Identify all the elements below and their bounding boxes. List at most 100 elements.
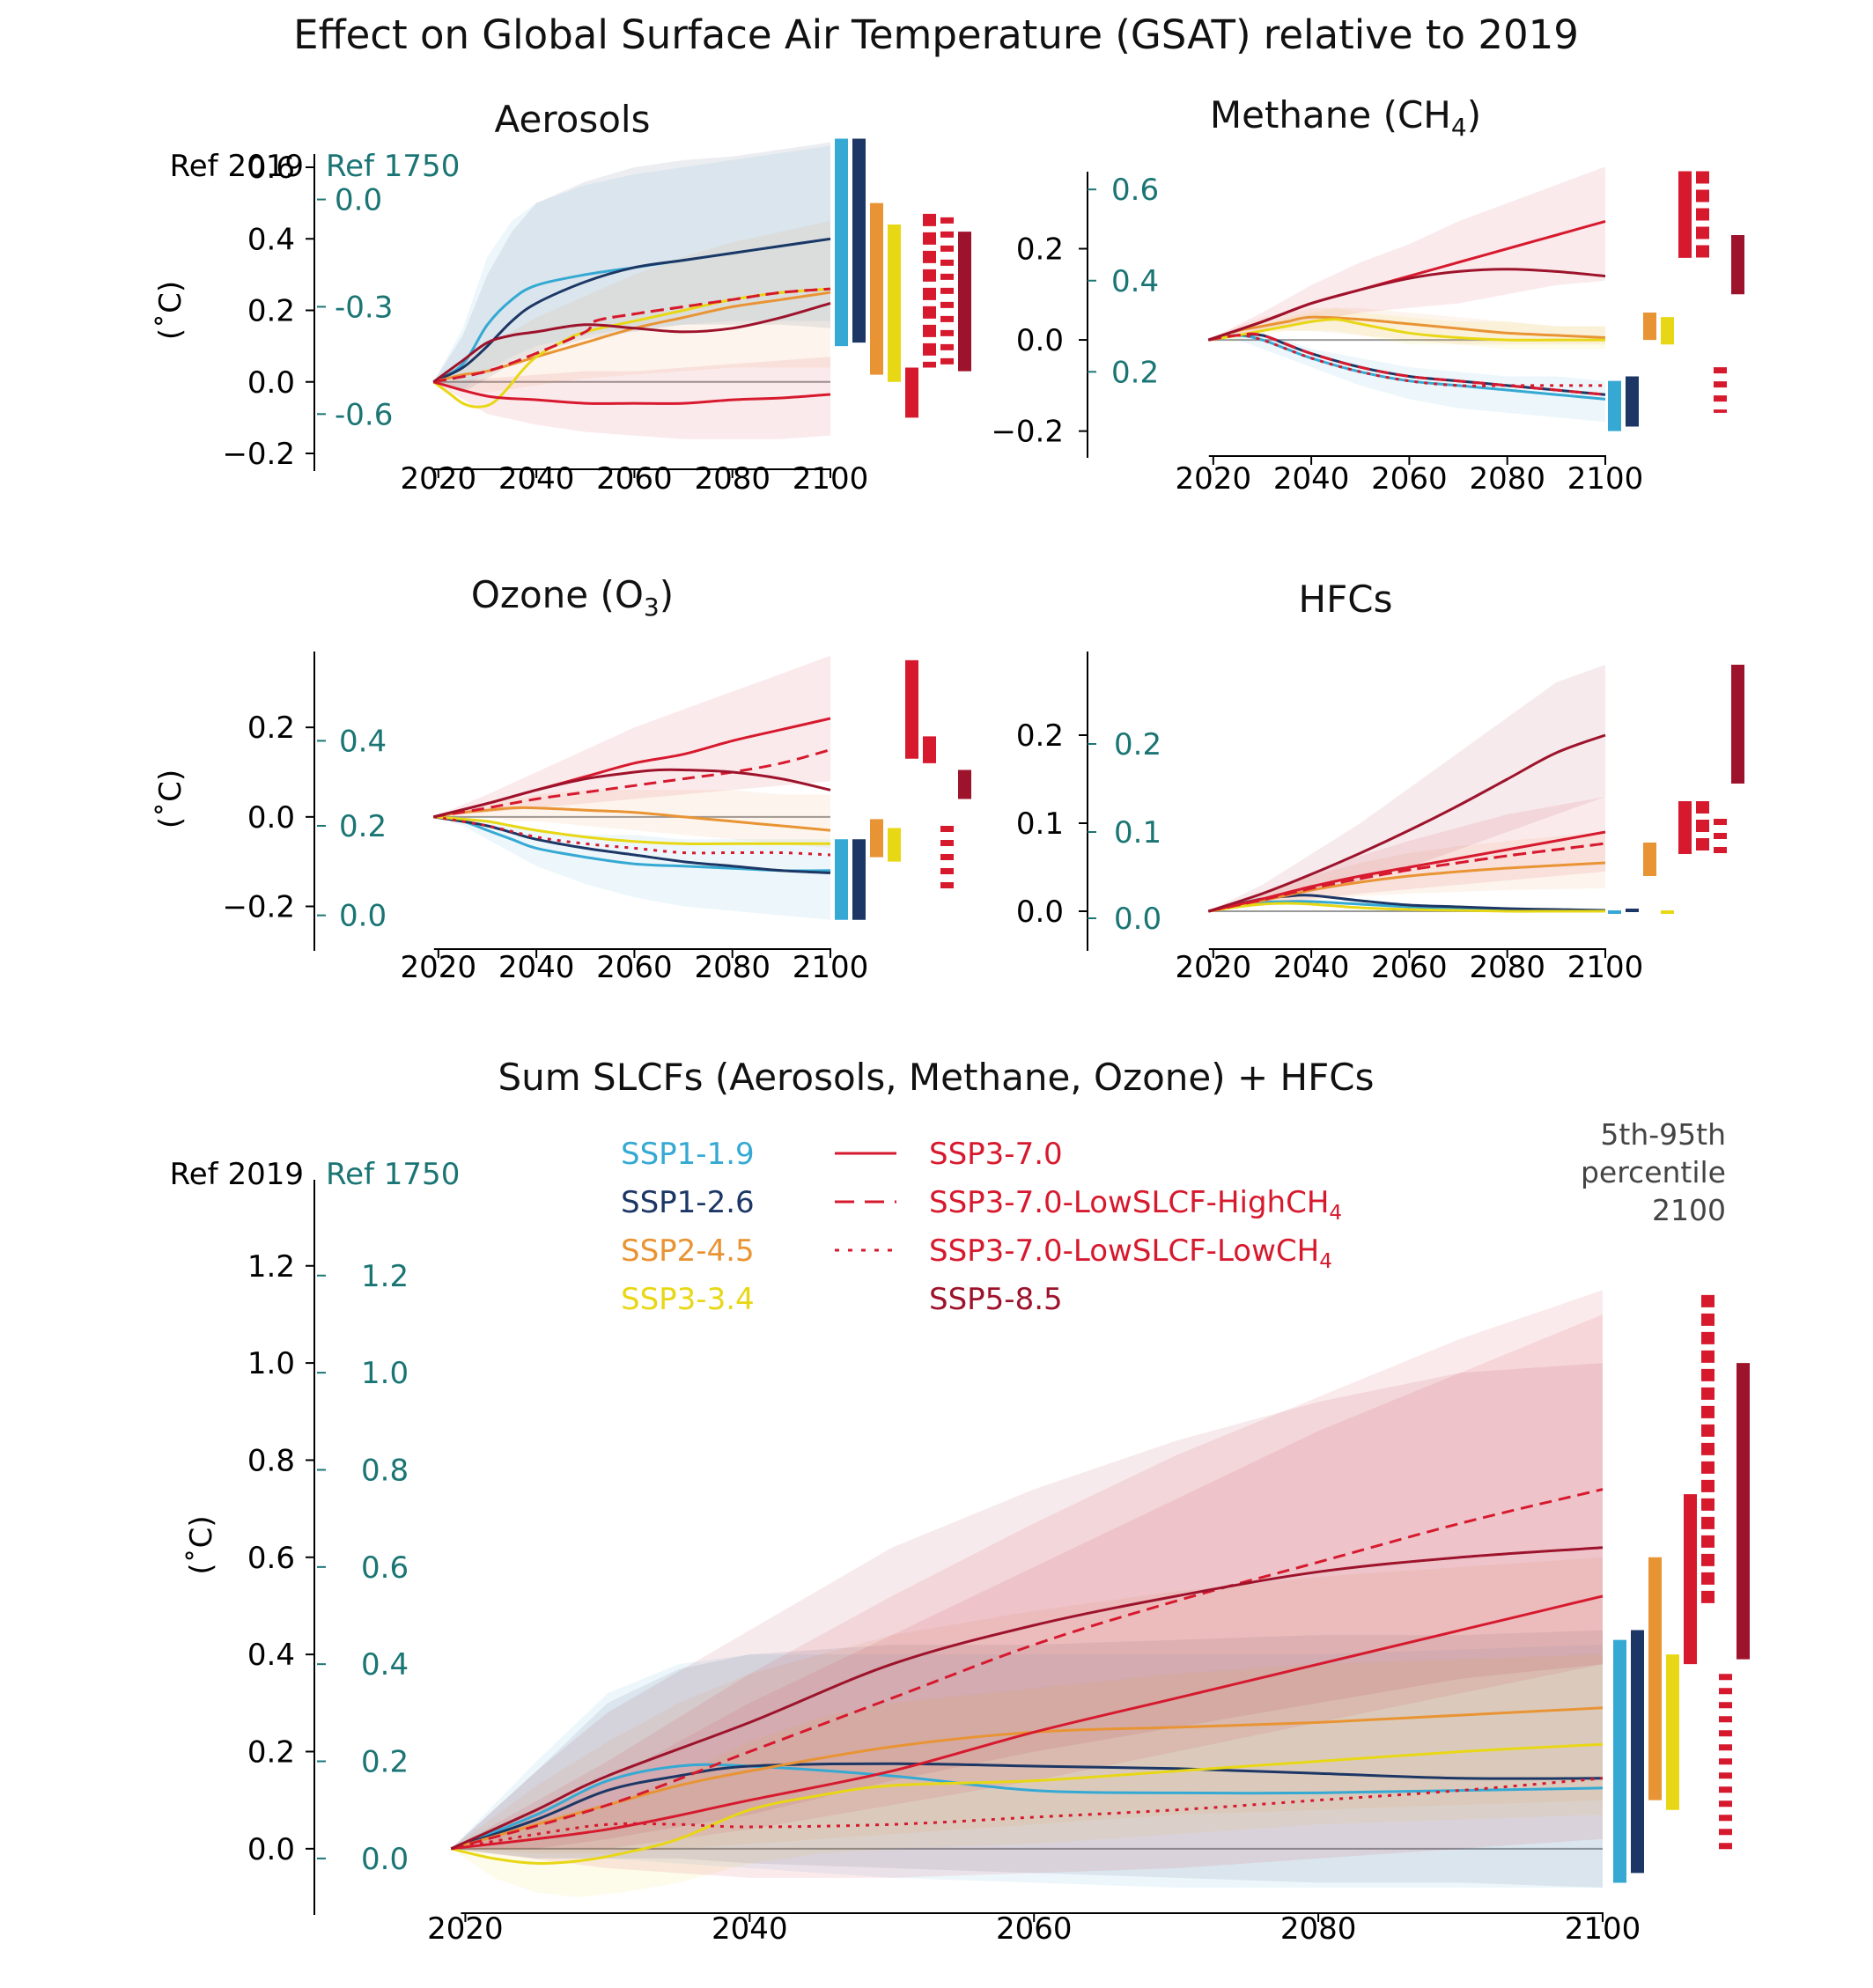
- series-line: [450, 1742, 1604, 1865]
- panel-ozone: Ozone (O3) −0.2 0.0 0.2 0.4 0.2 0.0 (˚C) 2020 204…: [153, 573, 971, 985]
- ref-2019-header: Ref 2019: [170, 1157, 304, 1192]
- series-line: [432, 301, 831, 384]
- y-tick-label: 1.0: [247, 1346, 295, 1381]
- uncertainty-band: [433, 220, 830, 393]
- y-tick-label: 0.6: [247, 1541, 295, 1576]
- legend-subscript: 4: [1319, 1250, 1332, 1273]
- x-tick-label: 2080: [694, 461, 771, 497]
- x-tick-label: 2020: [1176, 950, 1252, 985]
- panel-title-subscript: 4: [1451, 113, 1467, 142]
- ref1750-tick-label: 0.2: [1114, 727, 1161, 762]
- legend-entry-label: SSP1-1.9: [621, 1137, 755, 1172]
- ref1750-tick-label: 0.8: [361, 1453, 409, 1488]
- ref1750-tick-label: -0.3: [335, 290, 393, 325]
- series-line: [1207, 315, 1606, 342]
- figure-title: Effect on Global Surface Air Temperature…: [293, 11, 1579, 58]
- uncertainty-band: [433, 655, 830, 817]
- y-tick-label: 0.0: [247, 1832, 295, 1867]
- panel-sum: Sum SLCFs (Aerosols, Methane, Ozone) + H…: [170, 1056, 1750, 1947]
- series-line: [432, 380, 831, 405]
- x-tick-label: 2060: [596, 461, 673, 497]
- uncertainty-band: [451, 1290, 1603, 1849]
- y-tick-label: 1.2: [247, 1249, 295, 1285]
- ref1750-tick-label: 0.1: [1114, 815, 1161, 850]
- ref1750-tick-label: -0.6: [335, 397, 393, 432]
- ref1750-tick-label: 1.0: [361, 1356, 409, 1391]
- ref1750-tick-label: 0.4: [361, 1647, 409, 1682]
- ref1750-tick-label: 1.2: [361, 1259, 409, 1294]
- x-tick-label: 2040: [498, 461, 575, 497]
- percentile-note-line-1: 5th-95th: [1600, 1117, 1726, 1152]
- x-tick-label: 2080: [1280, 1911, 1357, 1947]
- series-line: [432, 287, 831, 384]
- x-tick-label: 2020: [401, 461, 477, 497]
- uncertainty-band: [451, 1557, 1603, 1854]
- legend-entry-label: SSP2-4.5: [621, 1233, 755, 1269]
- series-line: [1207, 842, 1606, 913]
- x-tick-label: 2100: [793, 950, 869, 985]
- series-line: [433, 748, 831, 819]
- panel-title: Sum SLCFs (Aerosols, Methane, Ozone) + H…: [498, 1056, 1375, 1099]
- panel-title: Ozone (O3): [471, 573, 674, 622]
- ref1750-tick-label: 0.4: [339, 724, 387, 759]
- series-line: [450, 1546, 1604, 1851]
- panel-title-end: ): [660, 573, 674, 616]
- y-tick-label: 0.2: [247, 294, 295, 329]
- x-tick-label: 2060: [1371, 461, 1448, 497]
- legend-entry-label: SSP5-8.5: [929, 1282, 1063, 1317]
- series-line: [1207, 733, 1606, 913]
- y-tick-label: 0.2: [1016, 718, 1064, 754]
- series-line: [432, 768, 831, 819]
- y-tick-label: 0.2: [247, 711, 295, 746]
- y-axis-label: (˚C): [153, 769, 188, 828]
- x-tick-label: 2100: [1567, 461, 1644, 497]
- y-tick-label: −0.2: [222, 890, 295, 925]
- legend-entry-label: SSP1-2.6: [621, 1185, 755, 1220]
- panel-title: Aerosols: [494, 98, 650, 141]
- uncertainty-band: [1208, 665, 1605, 911]
- x-tick-label: 2040: [1273, 950, 1350, 985]
- panel-title: HFCs: [1299, 578, 1393, 621]
- y-tick-label: 0.0: [247, 800, 295, 836]
- ref1750-tick-label: 0.6: [361, 1550, 409, 1586]
- ref1750-tick-label: 0.0: [1114, 902, 1161, 937]
- y-tick-label: −0.2: [222, 437, 295, 472]
- uncertainty-band: [451, 1314, 1603, 1878]
- x-tick-label: 2080: [1469, 950, 1545, 985]
- x-tick-label: 2020: [1176, 461, 1252, 497]
- ref1750-tick-label: 0.2: [339, 809, 387, 844]
- series-line: [432, 237, 831, 384]
- uncertainty-band: [433, 357, 830, 439]
- ref1750-tick-label: 0.0: [339, 899, 387, 934]
- x-tick-label: 2060: [1371, 950, 1448, 985]
- ref-1750-header: Ref 1750: [326, 1157, 460, 1192]
- percentile-note-line-3: 2100: [1652, 1193, 1726, 1227]
- y-tick-label: 0.0: [1016, 323, 1064, 358]
- panel-title: Methane (CH4): [1210, 93, 1481, 142]
- panel-hfcs: HFCs 0.0 0.1 0.2 0.2 0.1 0.0 2020 2040 2060 2080 21…: [1016, 578, 1744, 985]
- uncertainty-band: [433, 790, 830, 849]
- series-line: [450, 1488, 1604, 1851]
- percentile-note: 5th-95th percentile 2100: [1581, 1117, 1726, 1227]
- uncertainty-band: [1208, 797, 1605, 911]
- legend-subscript: 4: [1329, 1202, 1342, 1225]
- x-tick-label: 2040: [498, 950, 575, 985]
- series-line: [450, 1763, 1604, 1851]
- x-tick-label: 2100: [1565, 1911, 1641, 1947]
- y-tick-label: 0.0: [247, 365, 295, 401]
- series-line: [451, 1777, 1604, 1851]
- legend: SSP1-1.9 SSP1-2.6 SSP2-4.5 SSP3-3.4 SSP3-7.0…: [621, 1137, 1342, 1317]
- ref1750-tick-label: 0.6: [1111, 173, 1159, 208]
- y-tick-label: 0.4: [247, 222, 295, 257]
- legend-entry-label: SSP3-7.0: [929, 1137, 1063, 1172]
- percentile-note-line-2: percentile: [1581, 1155, 1726, 1189]
- ref1750-tick-label: 0.2: [1111, 355, 1159, 390]
- series-line: [1207, 268, 1606, 342]
- y-axis-label: (˚C): [153, 281, 188, 340]
- y-tick-label: 0.4: [247, 1638, 295, 1673]
- y-tick-label: −0.2: [991, 415, 1064, 450]
- ref-2019-header: Ref 2019: [170, 149, 304, 184]
- x-tick-label: 2040: [712, 1911, 788, 1947]
- series-line: [1208, 902, 1605, 913]
